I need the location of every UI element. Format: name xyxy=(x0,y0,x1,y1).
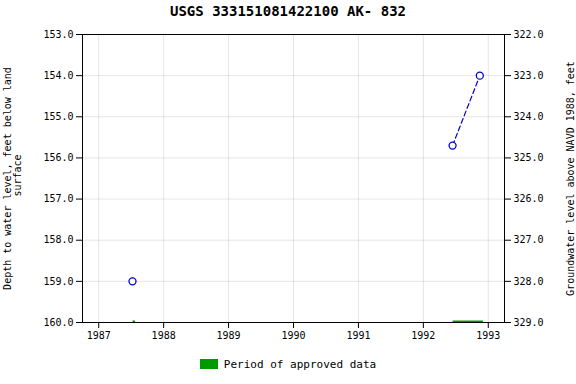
svg-text:1988: 1988 xyxy=(152,330,176,341)
svg-text:Depth to water level, feet bel: Depth to water level, feet below land su… xyxy=(2,67,23,290)
svg-text:323.0: 323.0 xyxy=(514,70,544,81)
svg-text:324.0: 324.0 xyxy=(514,111,544,122)
svg-text:156.0: 156.0 xyxy=(43,152,73,163)
html-text:Period of approved data: Period of approved data xyxy=(223,357,377,371)
svg-text:1991: 1991 xyxy=(346,330,370,341)
svg-text:1989: 1989 xyxy=(217,330,241,341)
svg-text:158.0: 158.0 xyxy=(43,234,73,245)
svg-text:154.0: 154.0 xyxy=(43,70,73,81)
svg-text:159.0: 159.0 xyxy=(43,276,73,287)
svg-text:1987: 1987 xyxy=(87,330,111,341)
svg-text:160.0: 160.0 xyxy=(43,317,73,328)
svg-text:328.0: 328.0 xyxy=(514,276,544,287)
svg-text:Groundwater level above NAVD 1: Groundwater level above NAVD 1988, feet xyxy=(565,61,576,296)
svg-text:1990: 1990 xyxy=(281,330,305,341)
svg-text:1992: 1992 xyxy=(411,330,435,341)
svg-text:1993: 1993 xyxy=(476,330,500,341)
svg-text:322.0: 322.0 xyxy=(514,29,544,40)
svg-text:329.0: 329.0 xyxy=(514,317,544,328)
svg-text:327.0: 327.0 xyxy=(514,234,544,245)
html-text:USGS 333151081422100 AK- 832: USGS 333151081422100 AK- 832 xyxy=(170,3,406,19)
svg-text:155.0: 155.0 xyxy=(43,111,73,122)
svg-text:326.0: 326.0 xyxy=(514,193,544,204)
svg-text:153.0: 153.0 xyxy=(43,29,73,40)
svg-text:157.0: 157.0 xyxy=(43,193,73,204)
svg-text:325.0: 325.0 xyxy=(514,152,544,163)
